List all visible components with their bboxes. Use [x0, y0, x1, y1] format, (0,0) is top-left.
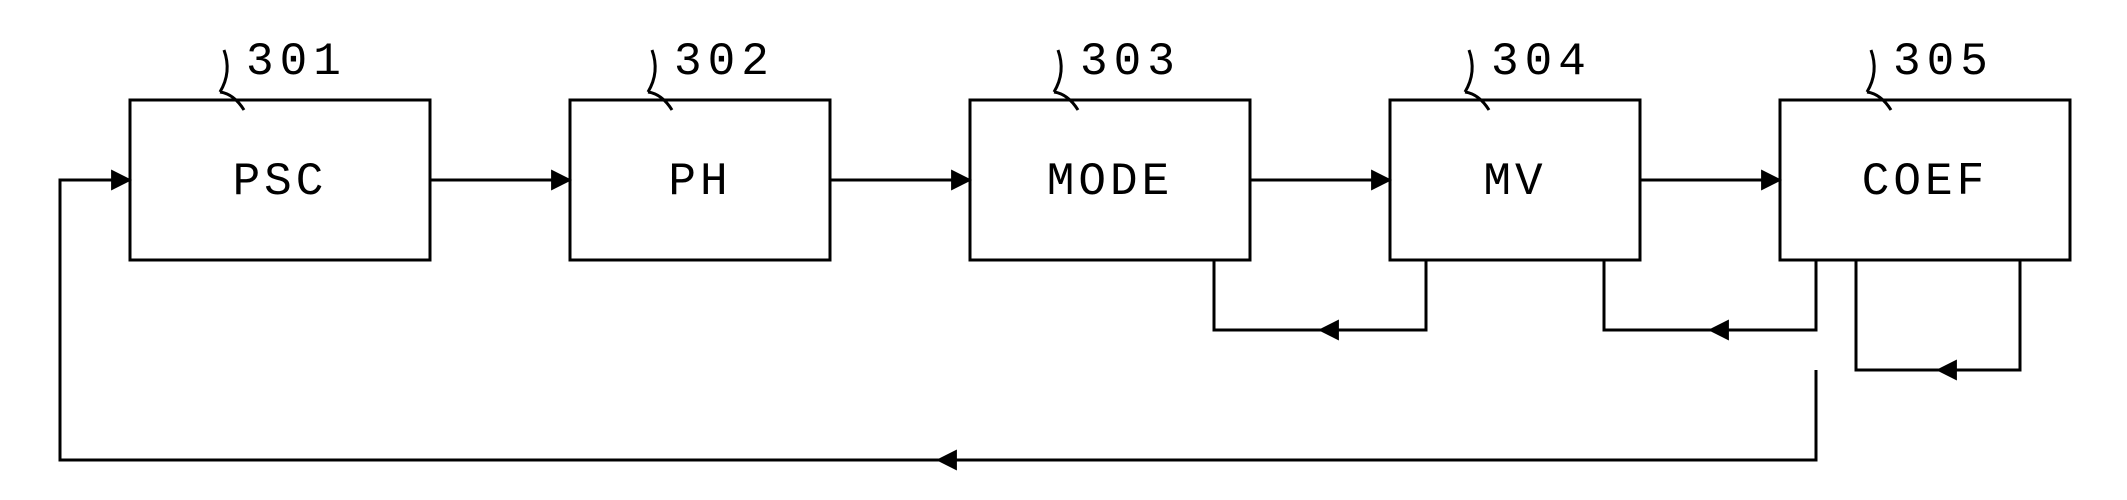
block-label: PH — [668, 156, 731, 208]
global-feedback-wire — [60, 180, 1816, 460]
self-loop-wire — [1856, 260, 2020, 370]
block-label: PSC — [233, 156, 328, 208]
feedback-wire — [1604, 260, 1816, 330]
block-label: MODE — [1047, 156, 1173, 208]
block-label: MV — [1483, 156, 1546, 208]
ref-number: 305 — [1893, 36, 1994, 88]
ref-number: 301 — [246, 36, 347, 88]
block-diagram: PSC 301 PH 302 MODE 303 MV 304 COEF 305 — [0, 0, 2127, 500]
ref-number: 303 — [1080, 36, 1181, 88]
feedback-wire — [1214, 260, 1426, 330]
block-label: COEF — [1862, 156, 1988, 208]
ref-number: 302 — [674, 36, 775, 88]
ref-number: 304 — [1491, 36, 1592, 88]
